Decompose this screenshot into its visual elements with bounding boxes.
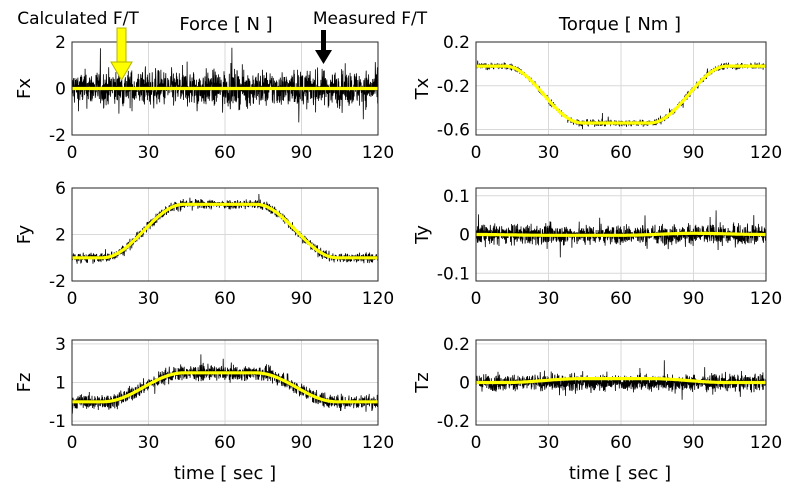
x-axis-label-right: time [ sec ]: [569, 463, 671, 484]
y-axis-label: Ty: [412, 225, 433, 245]
y-tick-label: 0: [55, 80, 66, 100]
y-tick-label: 1: [55, 374, 66, 394]
x-tick-label: 60: [610, 433, 632, 453]
x-tick-label: 0: [67, 289, 78, 309]
panel-tx: 0 30 60 90 120 0.2 -0.2 -0.6 Tx: [412, 33, 782, 163]
x-tick-label: 90: [683, 433, 705, 453]
calculated-series-tx: [476, 64, 766, 125]
x-tick-label: 0: [471, 433, 482, 453]
x-tick-label: 90: [291, 433, 313, 453]
x-tick-label: 30: [538, 289, 560, 309]
calculated-series-ty: [476, 231, 766, 237]
x-tick-label: 60: [610, 289, 632, 309]
y-tick-label: -0.2: [437, 412, 470, 432]
y-tick-label: 6: [55, 179, 66, 199]
calculated-annotation: Calculated F/T: [17, 9, 139, 29]
x-tick-label: 120: [362, 289, 394, 309]
y-tick-label: 3: [55, 335, 66, 355]
force-title: Force [ N ]: [179, 14, 272, 35]
y-tick-label: -0.1: [437, 264, 470, 284]
axes-frame: [475, 41, 767, 136]
axes-frame: [71, 187, 379, 282]
x-tick-label: 60: [610, 143, 632, 163]
x-tick-label: 0: [67, 143, 78, 163]
y-tick-label: 0: [459, 226, 470, 246]
axes-frame: [475, 339, 767, 426]
axes-frame: [71, 41, 379, 136]
x-tick-label: 60: [214, 289, 236, 309]
x-tick-label: 120: [750, 143, 782, 163]
axes-frame: [475, 187, 767, 282]
x-tick-label: 0: [471, 289, 482, 309]
x-tick-label: 30: [138, 433, 160, 453]
x-tick-label: 120: [750, 289, 782, 309]
y-axis-label: Tz: [412, 372, 433, 393]
x-tick-label: 30: [538, 433, 560, 453]
calculated-series-fz: [72, 371, 378, 404]
x-tick-label: 90: [291, 289, 313, 309]
x-tick-label: 60: [214, 143, 236, 163]
y-tick-label: 0.2: [443, 33, 470, 53]
x-tick-label: 120: [750, 433, 782, 453]
torque-title: Torque [ Nm ]: [558, 14, 681, 35]
x-tick-label: 30: [138, 289, 160, 309]
y-tick-label: -1: [49, 412, 66, 432]
measured-annotation: Measured F/T: [313, 9, 428, 29]
y-axis-label: Tx: [412, 77, 433, 100]
x-tick-label: 90: [683, 289, 705, 309]
x-tick-label: 120: [362, 433, 394, 453]
x-axis-label-left: time [ sec ]: [174, 463, 276, 484]
y-tick-label: -0.6: [437, 121, 470, 141]
axes-frame: [71, 339, 379, 426]
y-axis-label: Fz: [14, 373, 35, 393]
y-tick-label: -2: [49, 126, 66, 146]
y-tick-label: -0.2: [437, 77, 470, 97]
calculated-series-fy: [72, 202, 378, 260]
y-tick-label: 2: [55, 33, 66, 53]
x-tick-label: 90: [291, 143, 313, 163]
calculated-arrow-icon: [110, 27, 133, 81]
panel-fz: 0 30 60 90 120 3 1 -1 Fz: [14, 335, 394, 453]
x-tick-label: 60: [214, 433, 236, 453]
measured-arrow-icon: [315, 30, 332, 64]
y-tick-label: 2: [55, 226, 66, 246]
y-tick-label: 0.1: [443, 187, 470, 207]
x-tick-label: 30: [138, 143, 160, 163]
x-tick-label: 30: [538, 143, 560, 163]
x-tick-label: 90: [683, 143, 705, 163]
calculated-series-tz: [476, 377, 766, 385]
x-tick-label: 120: [362, 143, 394, 163]
x-tick-label: 0: [471, 143, 482, 163]
y-axis-label: Fy: [14, 224, 35, 244]
y-tick-label: 0: [459, 374, 470, 394]
y-axis-label: Fx: [14, 78, 35, 99]
panel-fy: 0 30 60 90 120 6 2 -2 Fy: [14, 179, 394, 309]
y-tick-label: -2: [49, 272, 66, 292]
x-tick-label: 0: [67, 433, 78, 453]
y-tick-label: 0.2: [443, 335, 470, 355]
